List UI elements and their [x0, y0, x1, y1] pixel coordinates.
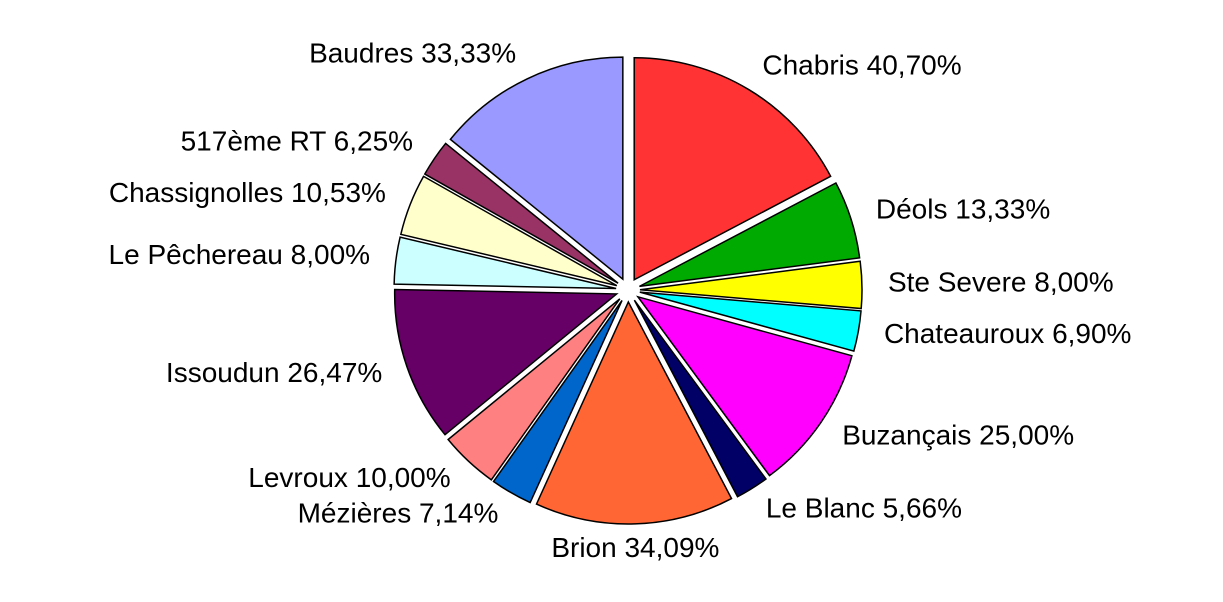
slice-label: Le Pêchereau 8,00%: [109, 240, 371, 271]
pie-slice: [639, 181, 861, 288]
slice-value: 10,00%: [356, 463, 451, 494]
slice-label: Buzançais 25,00%: [842, 420, 1074, 451]
pie-slice: [633, 299, 768, 498]
pie-slice: [535, 300, 733, 525]
slice-label: 517ème RT 6,25%: [181, 126, 413, 157]
slice-value: 33,33%: [421, 38, 516, 69]
slice-value: 8,00%: [1034, 267, 1113, 298]
slice-name: Ste Severe: [888, 267, 1027, 298]
slice-name: Chabris: [762, 50, 858, 81]
slice-label: Levroux 10,00%: [248, 463, 450, 494]
slice-name: 517ème RT: [181, 126, 327, 157]
slice-label: Mézières 7,14%: [298, 498, 499, 529]
slice-value: 5,66%: [883, 493, 962, 524]
slice-value: 34,09%: [624, 532, 719, 563]
slice-value: 8,00%: [291, 240, 370, 271]
slice-label: Déols 13,33%: [876, 194, 1050, 225]
slice-value: 10,53%: [291, 177, 386, 208]
slice-label: Baudres 33,33%: [309, 38, 516, 69]
pie-slice: [635, 295, 853, 477]
slice-label: Le Blanc 5,66%: [766, 493, 962, 524]
slice-label: Chateauroux 6,90%: [884, 318, 1132, 349]
pie-slice: [393, 288, 619, 436]
pie-slice: [399, 175, 618, 287]
pie-slice: [639, 291, 862, 353]
slice-name: Chassignolles: [109, 177, 283, 208]
slice-name: Déols: [876, 194, 948, 225]
slice-value: 40,70%: [867, 50, 962, 81]
pie-slice: [639, 260, 863, 310]
slice-name: Buzançais: [842, 420, 971, 451]
slice-label: Chassignolles 10,53%: [109, 177, 386, 208]
pie-slice: [423, 142, 619, 284]
slice-name: Le Blanc: [766, 493, 875, 524]
slice-value: 25,00%: [979, 420, 1074, 451]
slice-value: 6,25%: [334, 126, 413, 157]
slice-label: Brion 34,09%: [551, 532, 719, 563]
pie-slice: [393, 236, 617, 290]
pie-slice: [633, 56, 832, 281]
slice-value: 13,33%: [955, 194, 1050, 225]
slice-value: 7,14%: [419, 498, 498, 529]
pie-slice: [449, 56, 624, 281]
slice-value: 26,47%: [287, 358, 382, 389]
slice-label: Issoudun 26,47%: [166, 358, 382, 389]
slice-name: Chateauroux: [884, 318, 1044, 349]
slice-label: Ste Severe 8,00%: [888, 267, 1114, 298]
slice-value: 6,90%: [1052, 318, 1131, 349]
slice-label: Chabris 40,70%: [762, 50, 961, 81]
slice-name: Baudres: [309, 38, 413, 69]
slice-name: Mézières: [298, 498, 412, 529]
slice-name: Brion: [551, 532, 616, 563]
pie-slice: [447, 298, 621, 481]
slice-name: Issoudun: [166, 358, 280, 389]
slice-name: Le Pêchereau: [109, 240, 283, 271]
slice-name: Levroux: [248, 463, 348, 494]
pie-slice: [492, 299, 623, 504]
